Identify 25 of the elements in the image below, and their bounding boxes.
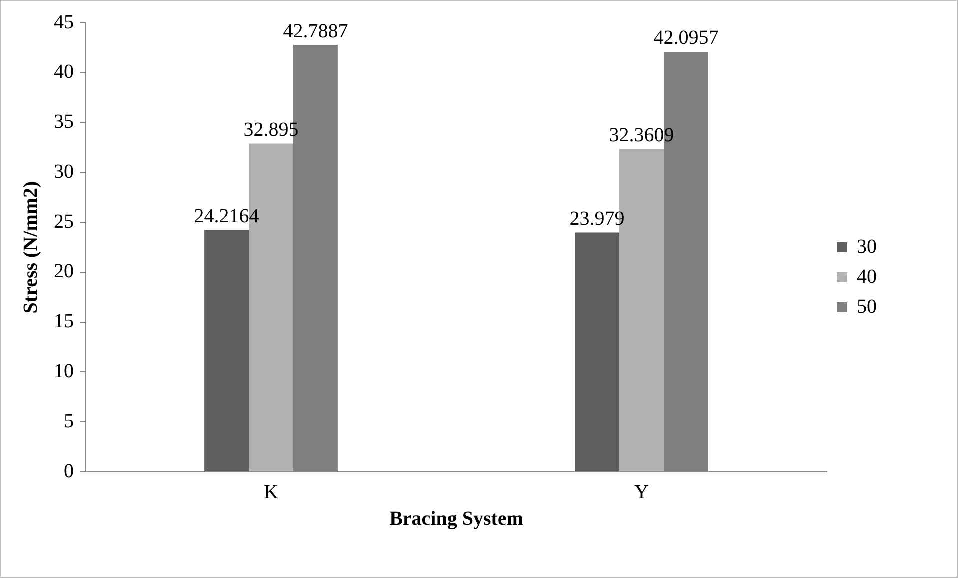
y-tick-label: 0	[64, 460, 74, 482]
legend-label: 40	[857, 266, 877, 288]
y-tick-label: 35	[54, 111, 74, 134]
data-label: 42.7887	[283, 20, 348, 42]
data-label: 42.0957	[654, 27, 719, 50]
x-tick-label: Y	[634, 481, 649, 504]
bar	[575, 232, 620, 472]
x-axis-title: Bracing System	[390, 508, 524, 530]
legend-label: 50	[857, 296, 877, 318]
bar	[204, 230, 250, 472]
x-tick-label: K	[264, 481, 280, 504]
y-axis-title: Stress (N/mm2)	[20, 181, 42, 314]
y-tick-label: 20	[54, 260, 74, 283]
data-label: 32.895	[244, 119, 299, 142]
data-label: 23.979	[570, 208, 625, 230]
data-label: 24.2164	[194, 206, 260, 228]
data-label: 32.3609	[609, 124, 674, 146]
y-tick-label: 30	[54, 160, 74, 183]
y-tick-label: 15	[54, 310, 74, 333]
y-tick-label: 25	[54, 210, 74, 233]
y-tick-label: 5	[64, 410, 74, 432]
y-tick-label: 40	[54, 61, 74, 84]
y-tick-label: 10	[54, 360, 74, 382]
y-tick-label: 45	[54, 11, 74, 34]
legend-label: 30	[857, 236, 877, 258]
